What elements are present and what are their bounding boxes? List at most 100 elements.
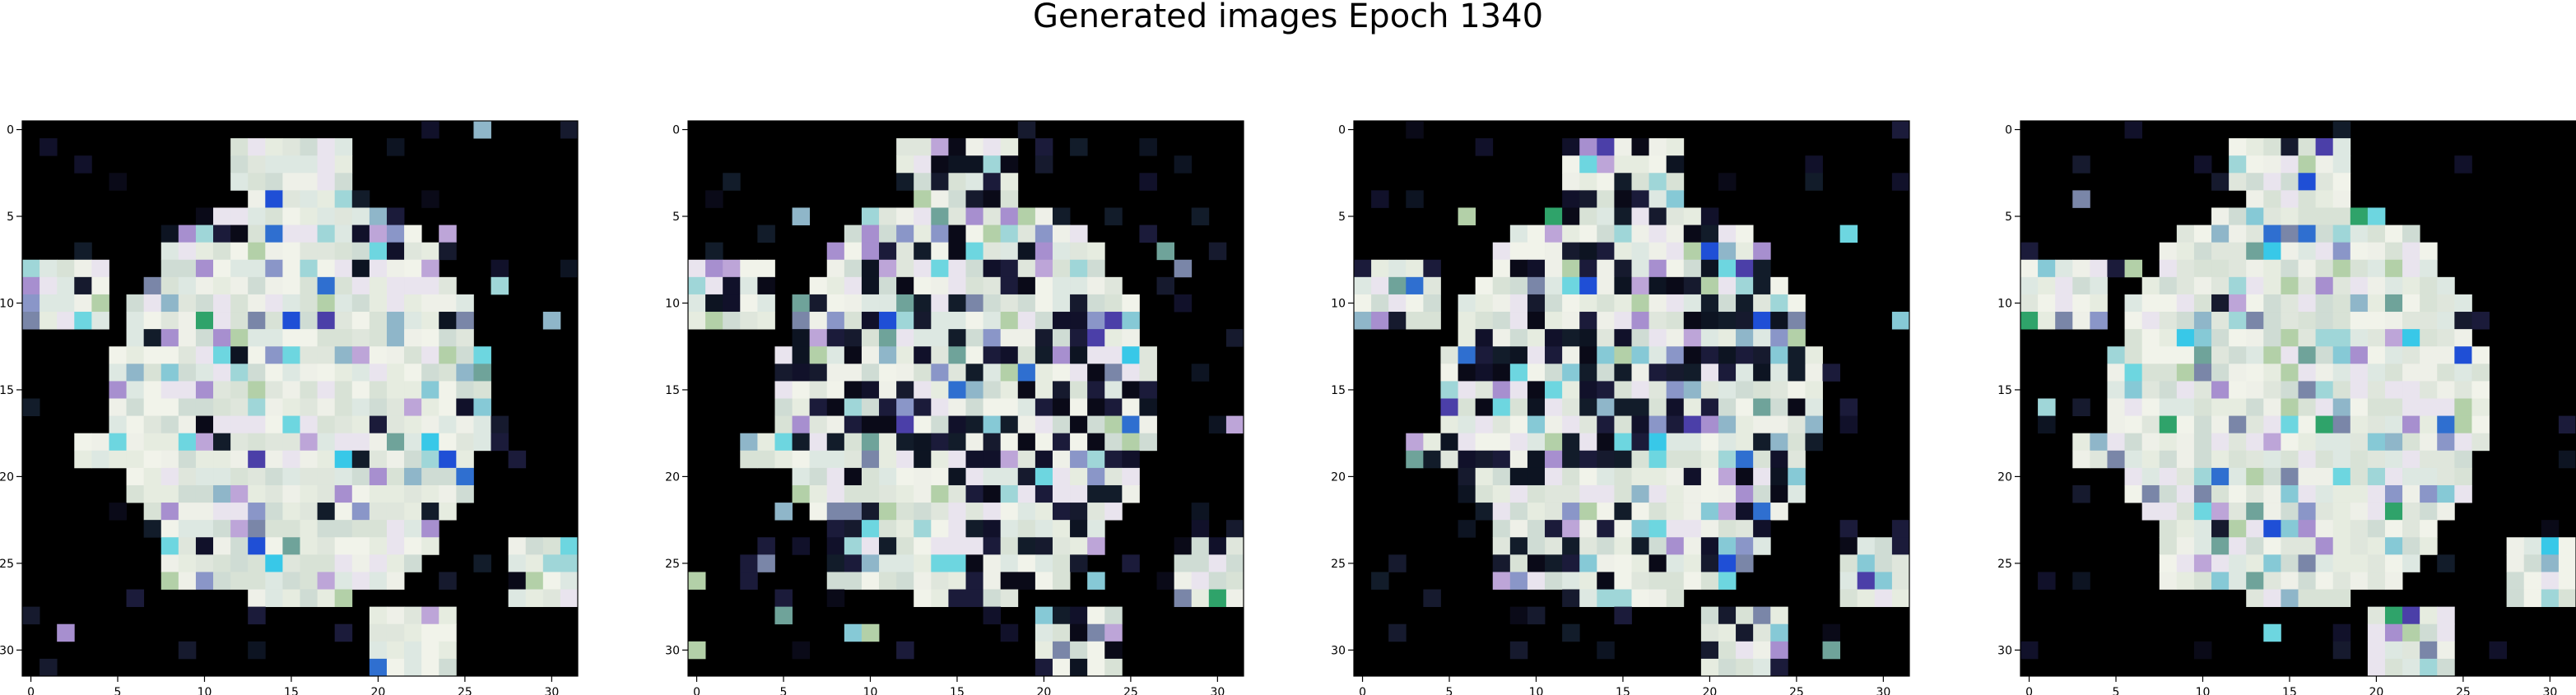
pixel-cell <box>826 554 845 572</box>
pixel-cell <box>404 242 422 261</box>
pixel-cell <box>2402 398 2420 416</box>
pixel-cell <box>2367 520 2386 538</box>
pixel-cell <box>2315 450 2334 469</box>
pixel-cell <box>2246 503 2264 521</box>
pixel-cell <box>2332 173 2351 191</box>
pixel-cell <box>914 190 932 208</box>
pixel-cell <box>2263 364 2281 382</box>
pixel-cell <box>334 294 353 313</box>
pixel-cell <box>1666 276 1685 295</box>
pixel-cell <box>1770 294 1788 313</box>
pixel-cell <box>1666 242 1685 261</box>
pixel-cell <box>2420 467 2438 486</box>
pixel-cell <box>948 155 966 174</box>
pixel-cell <box>2246 537 2264 555</box>
pixel-cell <box>896 138 914 156</box>
pixel-cell <box>1631 589 1649 608</box>
pixel-cell <box>386 554 405 572</box>
pixel-cell <box>1052 503 1071 521</box>
pixel-cell <box>1492 242 1511 261</box>
pixel-cell <box>809 346 828 364</box>
pixel-cell <box>1839 415 1858 434</box>
pixel-cell <box>1035 641 1053 660</box>
pixel-cell <box>1736 484 1754 503</box>
pixel-cell <box>2367 606 2386 625</box>
pixel-cell <box>914 503 932 521</box>
pixel-cell <box>265 173 283 191</box>
pixel-cell <box>1052 294 1071 313</box>
pixel-cell <box>1087 398 1105 416</box>
pixel-cell <box>1597 276 1615 295</box>
pixel-cell <box>1736 503 1754 521</box>
pixel-cell <box>2298 225 2316 243</box>
pixel-cell <box>983 294 1002 313</box>
pixel-cell <box>369 658 388 677</box>
pixel-cell <box>317 415 336 434</box>
pixel-cell <box>2402 242 2420 261</box>
pixel-cell <box>57 623 75 642</box>
pixel-cell <box>2384 572 2403 590</box>
pixel-cell <box>931 520 949 538</box>
pixel-cell <box>2298 155 2316 174</box>
pixel-cell <box>300 312 318 330</box>
pixel-cell <box>230 467 249 486</box>
pixel-cell <box>542 537 561 555</box>
pixel-cell <box>1666 259 1685 278</box>
pixel-cell <box>351 259 370 278</box>
pixel-cell <box>1700 606 1719 625</box>
pixel-cell <box>1527 346 1546 364</box>
pixel-cell <box>1191 503 1210 521</box>
pixel-cell <box>2384 381 2403 399</box>
pixel-cell <box>1736 658 1754 677</box>
pixel-cell <box>1458 346 1476 364</box>
pixel-cell <box>213 294 231 313</box>
pixel-cell <box>1492 415 1511 434</box>
pixel-cell <box>844 242 863 261</box>
pixel-cell <box>1891 537 1910 555</box>
x-tick-label: 20 <box>1703 686 1718 695</box>
pixel-cell <box>2454 294 2472 313</box>
pixel-cell <box>195 381 214 399</box>
pixel-cell <box>914 415 932 434</box>
pixel-cell <box>404 225 422 243</box>
pixel-cell <box>1631 276 1649 295</box>
pixel-cell <box>1000 242 1019 261</box>
pixel-cell <box>1736 450 1754 469</box>
pixel-cell <box>1736 467 1754 486</box>
pixel-cell <box>1545 537 1563 555</box>
pixel-cell <box>1035 242 1053 261</box>
pixel-cell <box>1666 537 1685 555</box>
pixel-cell <box>757 537 775 555</box>
pixel-cell <box>792 381 811 399</box>
pixel-cell <box>2437 346 2455 364</box>
pixel-cell <box>1579 589 1597 608</box>
pixel-cell <box>809 450 828 469</box>
pixel-cell <box>2281 242 2299 261</box>
pixel-cell <box>1597 329 1615 347</box>
pixel-cell <box>1839 537 1858 555</box>
pixel-cell <box>1666 173 1685 191</box>
y-tick-label: 25 <box>665 558 680 571</box>
pixel-cell <box>879 572 897 590</box>
pixel-cell <box>1683 572 1702 590</box>
pixel-cell <box>1035 138 1053 156</box>
pixel-cell <box>757 294 775 313</box>
pixel-cell <box>334 554 353 572</box>
pixel-cell <box>508 572 527 590</box>
pixel-cell <box>948 173 966 191</box>
pixel-cell <box>1753 484 1771 503</box>
pixel-cell <box>421 190 439 208</box>
pixel-cell <box>1666 381 1685 399</box>
pixel-cell <box>300 503 318 521</box>
pixel-cell <box>421 259 439 278</box>
x-tick-label: 25 <box>1123 686 1138 695</box>
pixel-cell <box>965 450 983 469</box>
pixel-cell <box>2263 190 2281 208</box>
pixel-cell <box>386 520 405 538</box>
pixel-cell <box>1070 381 1088 399</box>
pixel-cell <box>1492 398 1511 416</box>
pixel-cell <box>1000 225 1019 243</box>
pixel-cell <box>2367 658 2386 677</box>
pixel-cell <box>1052 207 1071 225</box>
pixel-cell <box>2298 415 2316 434</box>
